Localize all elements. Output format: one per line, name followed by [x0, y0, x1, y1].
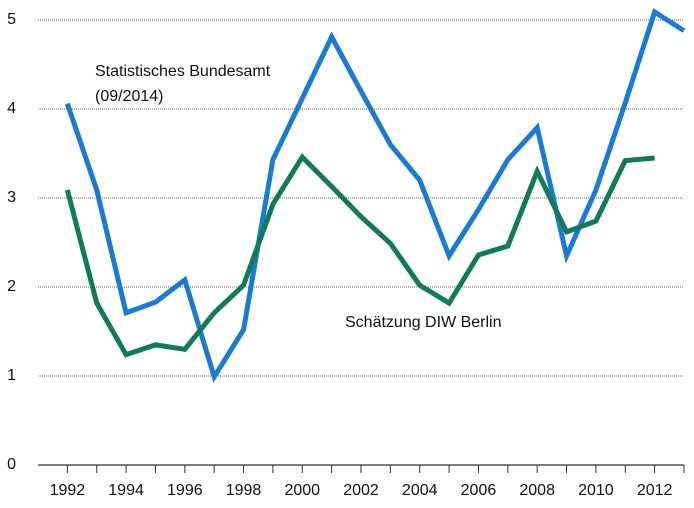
x-tick-label: 2006 — [461, 482, 497, 499]
y-tick-label: 0 — [7, 456, 16, 473]
annotation: (09/2014) — [95, 88, 164, 105]
x-tick-label: 1996 — [167, 482, 203, 499]
x-tick-label: 2000 — [284, 482, 320, 499]
x-tick-label: 1998 — [226, 482, 262, 499]
series-line — [64, 8, 686, 383]
x-tick-label: 1994 — [108, 482, 144, 499]
series-line — [64, 153, 655, 358]
y-tick-label: 1 — [7, 367, 16, 384]
x-tick-label: 2004 — [402, 482, 438, 499]
series-label: Schätzung DIW Berlin — [345, 314, 502, 331]
x-tick-label: 1992 — [50, 482, 86, 499]
x-tick-label: 2008 — [519, 482, 555, 499]
x-tick-label: 2002 — [343, 482, 379, 499]
y-tick-label: 3 — [7, 189, 16, 206]
y-tick-label: 5 — [7, 11, 16, 28]
x-tick-label: 2010 — [578, 482, 614, 499]
series-label: Statistisches Bundesamt — [95, 63, 271, 80]
x-tick-label: 2012 — [637, 482, 673, 499]
y-tick-label: 2 — [7, 278, 16, 295]
y-tick-label: 4 — [7, 100, 16, 117]
